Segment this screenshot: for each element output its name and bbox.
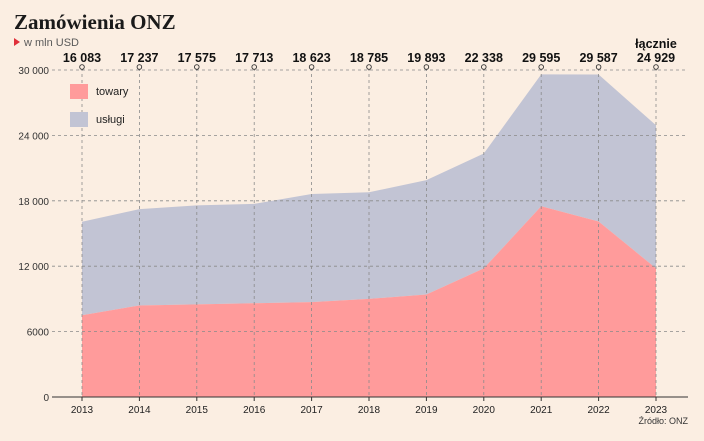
x-tick-label: 2023 bbox=[645, 405, 668, 416]
area-series-towary bbox=[82, 206, 656, 397]
year-marker-dot bbox=[653, 64, 659, 70]
y-tick-label: 0 bbox=[43, 393, 49, 404]
x-tick-label: 2022 bbox=[587, 405, 610, 416]
y-tick-label: 30 000 bbox=[18, 66, 49, 77]
total-value-label: 18 623 bbox=[292, 51, 330, 65]
total-value-label: 17 713 bbox=[235, 51, 273, 65]
x-tick-label: 2019 bbox=[415, 405, 438, 416]
chart-subtitle: w mln USD bbox=[14, 37, 79, 49]
total-value-label: 24 929 bbox=[637, 51, 675, 65]
x-tick-label: 2020 bbox=[473, 405, 496, 416]
red-triangle-icon bbox=[14, 38, 20, 46]
totals-heading-label: łącznie bbox=[635, 37, 677, 51]
year-marker-dot bbox=[538, 64, 544, 70]
y-tick-label: 12 000 bbox=[18, 262, 49, 273]
x-tick-label: 2013 bbox=[71, 405, 94, 416]
total-value-label: 29 595 bbox=[522, 51, 560, 65]
year-marker-dot bbox=[481, 64, 487, 70]
total-value-label: 19 893 bbox=[407, 51, 445, 65]
source-note: Źródło: ONZ bbox=[638, 416, 688, 426]
legend-swatch-uslugi bbox=[70, 112, 88, 127]
y-tick-label: 6000 bbox=[27, 328, 50, 339]
total-value-label: 17 575 bbox=[178, 51, 216, 65]
y-tick-label: 18 000 bbox=[18, 197, 49, 208]
x-tick-label: 2018 bbox=[358, 405, 381, 416]
y-tick-label: 24 000 bbox=[18, 131, 49, 142]
total-value-label: 17 237 bbox=[120, 51, 158, 65]
total-value-label: 18 785 bbox=[350, 51, 388, 65]
unit-label: w mln USD bbox=[24, 37, 80, 49]
year-marker-dot bbox=[194, 64, 200, 70]
legend-label: towary bbox=[96, 86, 129, 98]
year-marker-dot bbox=[595, 64, 602, 70]
year-marker-dot bbox=[136, 64, 143, 70]
x-tick-label: 2015 bbox=[186, 405, 209, 416]
total-value-label: 16 083 bbox=[63, 51, 101, 65]
x-tick-label: 2021 bbox=[530, 405, 553, 416]
legend-swatch-towary bbox=[70, 84, 88, 99]
year-marker-dot bbox=[308, 64, 315, 70]
total-value-label: 22 338 bbox=[465, 51, 503, 65]
x-tick-label: 2017 bbox=[300, 405, 323, 416]
year-marker-dot bbox=[251, 64, 257, 70]
x-tick-label: 2014 bbox=[128, 405, 151, 416]
legend-label: usługi bbox=[96, 114, 125, 126]
year-marker-dot bbox=[423, 64, 430, 70]
year-marker-dot bbox=[79, 64, 85, 70]
total-value-label: 29 587 bbox=[579, 51, 617, 65]
year-marker-dot bbox=[366, 64, 372, 70]
x-tick-label: 2016 bbox=[243, 405, 266, 416]
chart-title: Zamówienia ONZ bbox=[14, 10, 176, 34]
